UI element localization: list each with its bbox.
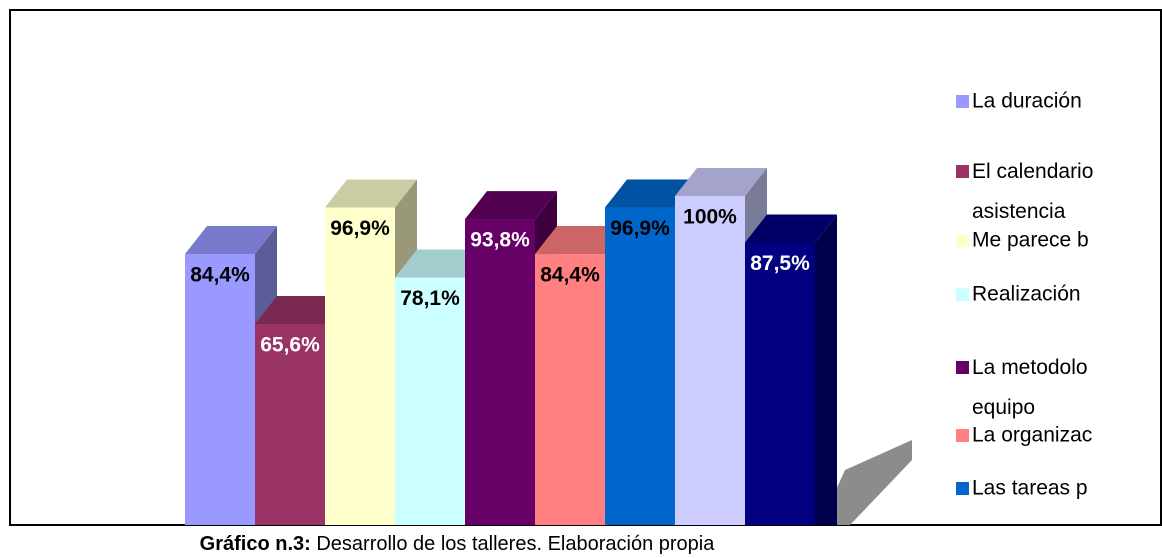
bar	[605, 207, 675, 525]
legend-line: El calendario	[972, 160, 1093, 183]
legend-label: Me parece b	[972, 229, 1089, 252]
bar	[185, 254, 255, 525]
data-label: 84,4%	[540, 264, 600, 287]
legend-label: Realización	[972, 283, 1081, 306]
caption: Gráfico n.3: Desarrollo de los talleres.…	[200, 533, 716, 555]
bar	[465, 219, 535, 525]
plot-area: 84,4% 65,6% 96,9% 78,1% 93,8% 84,4% 96,9% 100% 8…	[185, 90, 1093, 525]
bar-top	[675, 168, 767, 196]
bar-top	[465, 191, 557, 220]
legend-swatch	[956, 234, 969, 247]
bar	[535, 254, 605, 525]
bar-side	[815, 214, 837, 525]
data-label: 93,8%	[470, 229, 530, 252]
data-label: 84,4%	[190, 264, 250, 287]
legend-label: El calendario asistencia	[972, 160, 1093, 223]
legend-swatch	[956, 429, 969, 442]
bar-top	[255, 295, 347, 324]
data-label: 65,6%	[260, 334, 320, 357]
legend-label: La metodolo equipo	[972, 356, 1088, 419]
legend-line: La metodolo	[972, 356, 1088, 379]
data-label: 96,9%	[610, 217, 670, 240]
bar-top	[745, 214, 837, 243]
data-label: 87,5%	[750, 252, 810, 275]
legend-line: equipo	[972, 396, 1035, 419]
legend-label: La organizac	[972, 424, 1092, 447]
bar-top	[325, 179, 417, 208]
bar-top	[395, 249, 487, 278]
bar-top	[535, 226, 627, 255]
bar	[255, 323, 325, 525]
legend-swatch	[956, 361, 969, 374]
bar	[675, 196, 745, 525]
bar-top	[605, 179, 697, 208]
data-label: 78,1%	[400, 287, 460, 310]
floor	[820, 440, 912, 525]
bar-top	[185, 226, 277, 255]
legend-swatch	[956, 288, 969, 301]
legend-swatch	[956, 95, 969, 108]
data-label: 100%	[683, 206, 737, 229]
data-label: 96,9%	[330, 217, 390, 240]
legend-swatch	[956, 165, 969, 178]
caption-text: Desarrollo de los talleres. Elaboración …	[311, 533, 715, 555]
caption-bold: Gráfico n.3:	[200, 533, 311, 555]
bar	[395, 277, 465, 525]
bar	[325, 207, 395, 525]
legend-label: La duración	[972, 90, 1082, 113]
legend-swatch	[956, 482, 969, 495]
bar	[745, 242, 815, 525]
legend-label: Las tareas p	[972, 477, 1088, 500]
legend-line: asistencia	[972, 200, 1066, 223]
